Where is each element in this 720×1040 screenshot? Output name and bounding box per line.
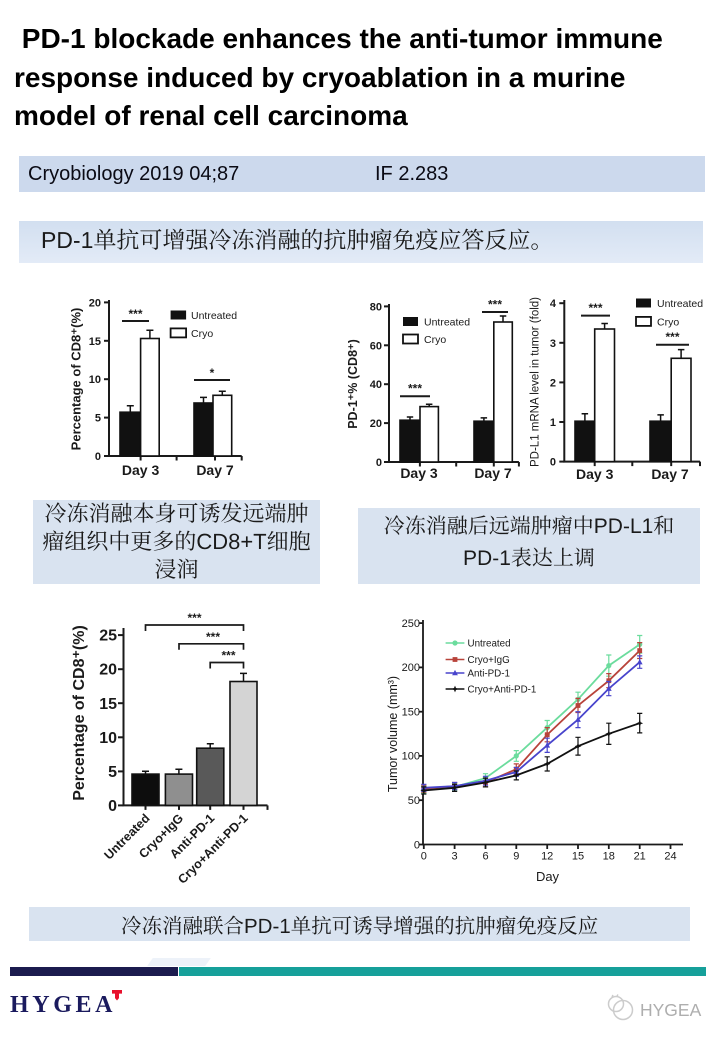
svg-text:0: 0 — [376, 457, 382, 469]
svg-text:0: 0 — [108, 798, 117, 815]
svg-text:Percentage of CD8⁺(%): Percentage of CD8⁺(%) — [71, 625, 88, 801]
svg-text:Cryo+Anti-PD-1: Cryo+Anti-PD-1 — [468, 684, 537, 695]
svg-text:20: 20 — [99, 662, 117, 679]
svg-text:***: *** — [665, 330, 679, 344]
svg-text:Tumor volume (mm³): Tumor volume (mm³) — [386, 676, 400, 792]
svg-text:21: 21 — [634, 851, 646, 863]
svg-text:PD-L1 mRNA level in tumor (fol: PD-L1 mRNA level in tumor (fold) — [530, 297, 542, 467]
svg-text:250: 250 — [402, 618, 420, 630]
svg-text:Cryo+IgG: Cryo+IgG — [468, 655, 510, 666]
svg-text:Cryo: Cryo — [424, 334, 446, 346]
svg-text:15: 15 — [572, 851, 584, 863]
svg-text:150: 150 — [402, 707, 420, 719]
svg-text:***: *** — [128, 307, 142, 321]
svg-text:Day: Day — [536, 869, 560, 884]
svg-text:1: 1 — [550, 417, 556, 429]
svg-text:9: 9 — [513, 851, 519, 863]
svg-text:HYGEA: HYGEA — [640, 1000, 702, 1020]
svg-text:12: 12 — [541, 851, 553, 863]
svg-text:0: 0 — [421, 851, 427, 863]
svg-text:***: *** — [488, 298, 502, 312]
svg-text:25: 25 — [99, 628, 117, 645]
svg-text:0: 0 — [414, 839, 420, 851]
svg-text:3: 3 — [550, 338, 556, 350]
svg-text:***: *** — [588, 301, 602, 315]
svg-text:Day 7: Day 7 — [474, 465, 512, 481]
svg-text:3: 3 — [452, 851, 458, 863]
svg-text:15: 15 — [89, 336, 101, 348]
svg-text:18: 18 — [603, 851, 615, 863]
svg-text:Day 3: Day 3 — [122, 462, 160, 478]
svg-text:40: 40 — [370, 379, 382, 391]
svg-text:Day 3: Day 3 — [400, 465, 438, 481]
svg-text:24: 24 — [664, 851, 676, 863]
svg-text:***: *** — [206, 630, 220, 644]
svg-text:***: *** — [221, 649, 235, 663]
svg-text:Day 7: Day 7 — [196, 462, 234, 478]
svg-text:5: 5 — [108, 764, 117, 781]
svg-text:Untreated: Untreated — [424, 317, 470, 329]
svg-text:200: 200 — [402, 662, 420, 674]
svg-text:Day 7: Day 7 — [651, 466, 689, 482]
svg-text:5: 5 — [95, 413, 101, 425]
svg-text:100: 100 — [402, 751, 420, 763]
svg-text:***: *** — [187, 611, 201, 625]
svg-text:0: 0 — [95, 451, 101, 463]
svg-text:2: 2 — [550, 377, 556, 389]
svg-text:***: *** — [408, 382, 422, 396]
svg-text:4: 4 — [550, 298, 557, 310]
svg-text:15: 15 — [99, 696, 117, 713]
svg-text:10: 10 — [99, 730, 117, 747]
svg-text:Untreated: Untreated — [657, 298, 703, 310]
svg-text:60: 60 — [370, 340, 382, 352]
svg-text:Day 3: Day 3 — [576, 466, 614, 482]
svg-text:10: 10 — [89, 374, 101, 386]
svg-text:Anti-PD-1: Anti-PD-1 — [468, 668, 510, 679]
svg-text:50: 50 — [408, 795, 420, 807]
svg-text:20: 20 — [370, 418, 382, 430]
svg-text:PD-1⁺% (CD8⁺): PD-1⁺% (CD8⁺) — [348, 339, 360, 429]
svg-text:Untreated: Untreated — [191, 310, 237, 322]
svg-text:0: 0 — [550, 457, 556, 469]
svg-text:Untreated: Untreated — [468, 638, 511, 649]
svg-text:80: 80 — [370, 301, 382, 313]
svg-text:Cryo: Cryo — [191, 328, 213, 340]
svg-text:*: * — [210, 366, 215, 380]
svg-text:6: 6 — [482, 851, 488, 863]
svg-text:Cryo: Cryo — [657, 316, 679, 328]
svg-text:Percentage of CD8⁺(%): Percentage of CD8⁺(%) — [69, 308, 84, 451]
svg-text:20: 20 — [89, 297, 101, 309]
